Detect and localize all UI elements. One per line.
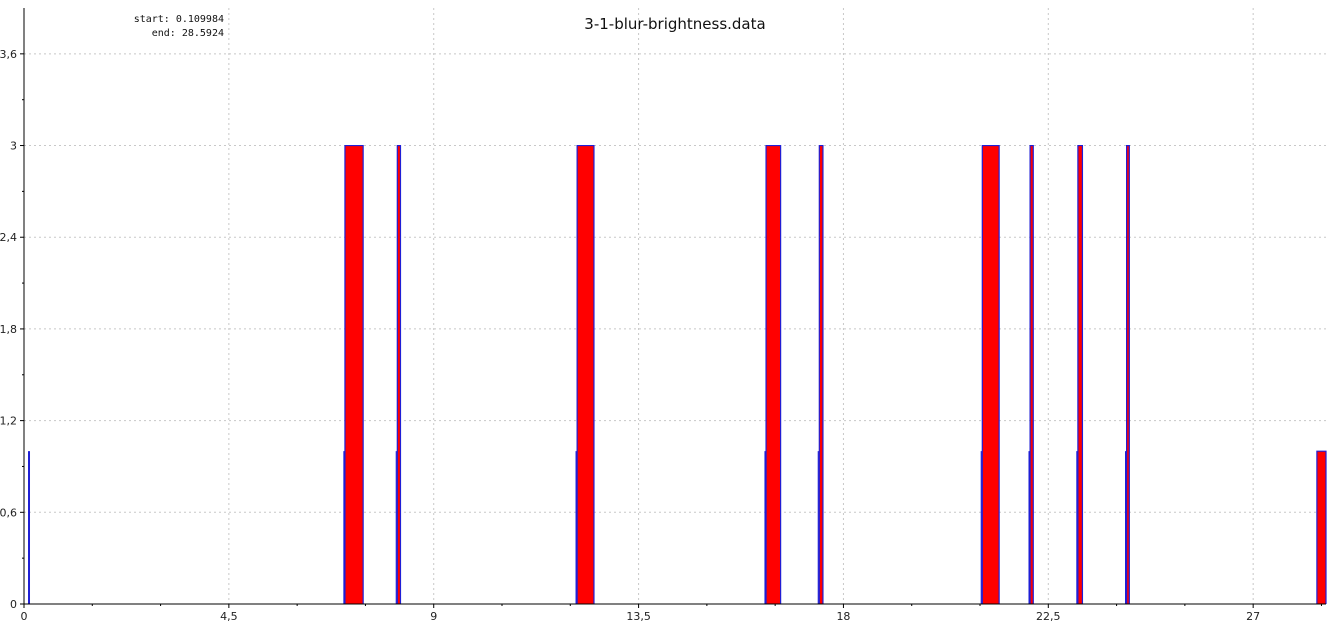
- y-tick-label: 3: [10, 140, 17, 153]
- bar-1: [397, 145, 401, 605]
- axes: [20, 8, 1326, 608]
- bar-4: [819, 145, 823, 605]
- y-tick-label: 3,6: [0, 48, 17, 61]
- bar-outline-0: [344, 144, 364, 604]
- y-tick-label: 1,8: [0, 323, 17, 336]
- bar-outline-1: [396, 144, 402, 604]
- bar-outline-3: [765, 144, 782, 604]
- x-tick-label: 27: [1246, 610, 1260, 623]
- end-info: end: 28.5924: [152, 28, 224, 39]
- bar-outline-6: [1029, 144, 1034, 604]
- y-tick-label: 0,6: [0, 506, 17, 519]
- x-tick-label: 9: [430, 610, 437, 623]
- bar-0: [344, 145, 364, 605]
- bar-outline-4: [818, 144, 824, 604]
- bar-6: [1030, 145, 1034, 605]
- bar-outline-2: [576, 144, 595, 604]
- x-tick-label: 22,5: [1036, 610, 1061, 623]
- bar-outline-9: [1316, 450, 1327, 604]
- bar-7: [1077, 145, 1083, 605]
- grid-lines: [24, 8, 1326, 604]
- bar-5: [982, 145, 1000, 605]
- bar-outline-7: [1077, 144, 1084, 604]
- bar-outline-8: [1126, 144, 1130, 604]
- chart-title: 3-1-blur-brightness.data: [584, 15, 765, 33]
- bar-2: [577, 145, 594, 605]
- x-tick-label: 4,5: [220, 610, 238, 623]
- x-tick-label: 18: [836, 610, 850, 623]
- bar-outline-5: [981, 144, 1000, 604]
- bar-3: [766, 145, 781, 605]
- x-tick-label: 0: [21, 610, 28, 623]
- y-tick-label: 0: [10, 598, 17, 611]
- bar-9: [1316, 451, 1326, 604]
- data-series: [28, 144, 1327, 605]
- bar-8: [1126, 145, 1130, 605]
- y-tick-label: 1,2: [0, 415, 17, 428]
- tick-labels: 0 0,6 1,2 1,8 2,4 3 3,6 0 4,5 9 13,5 18 22,5 27: [0, 48, 1260, 623]
- start-info: start: 0.109984: [134, 14, 224, 25]
- x-tick-label: 13,5: [626, 610, 651, 623]
- y-tick-label: 2,4: [0, 231, 17, 244]
